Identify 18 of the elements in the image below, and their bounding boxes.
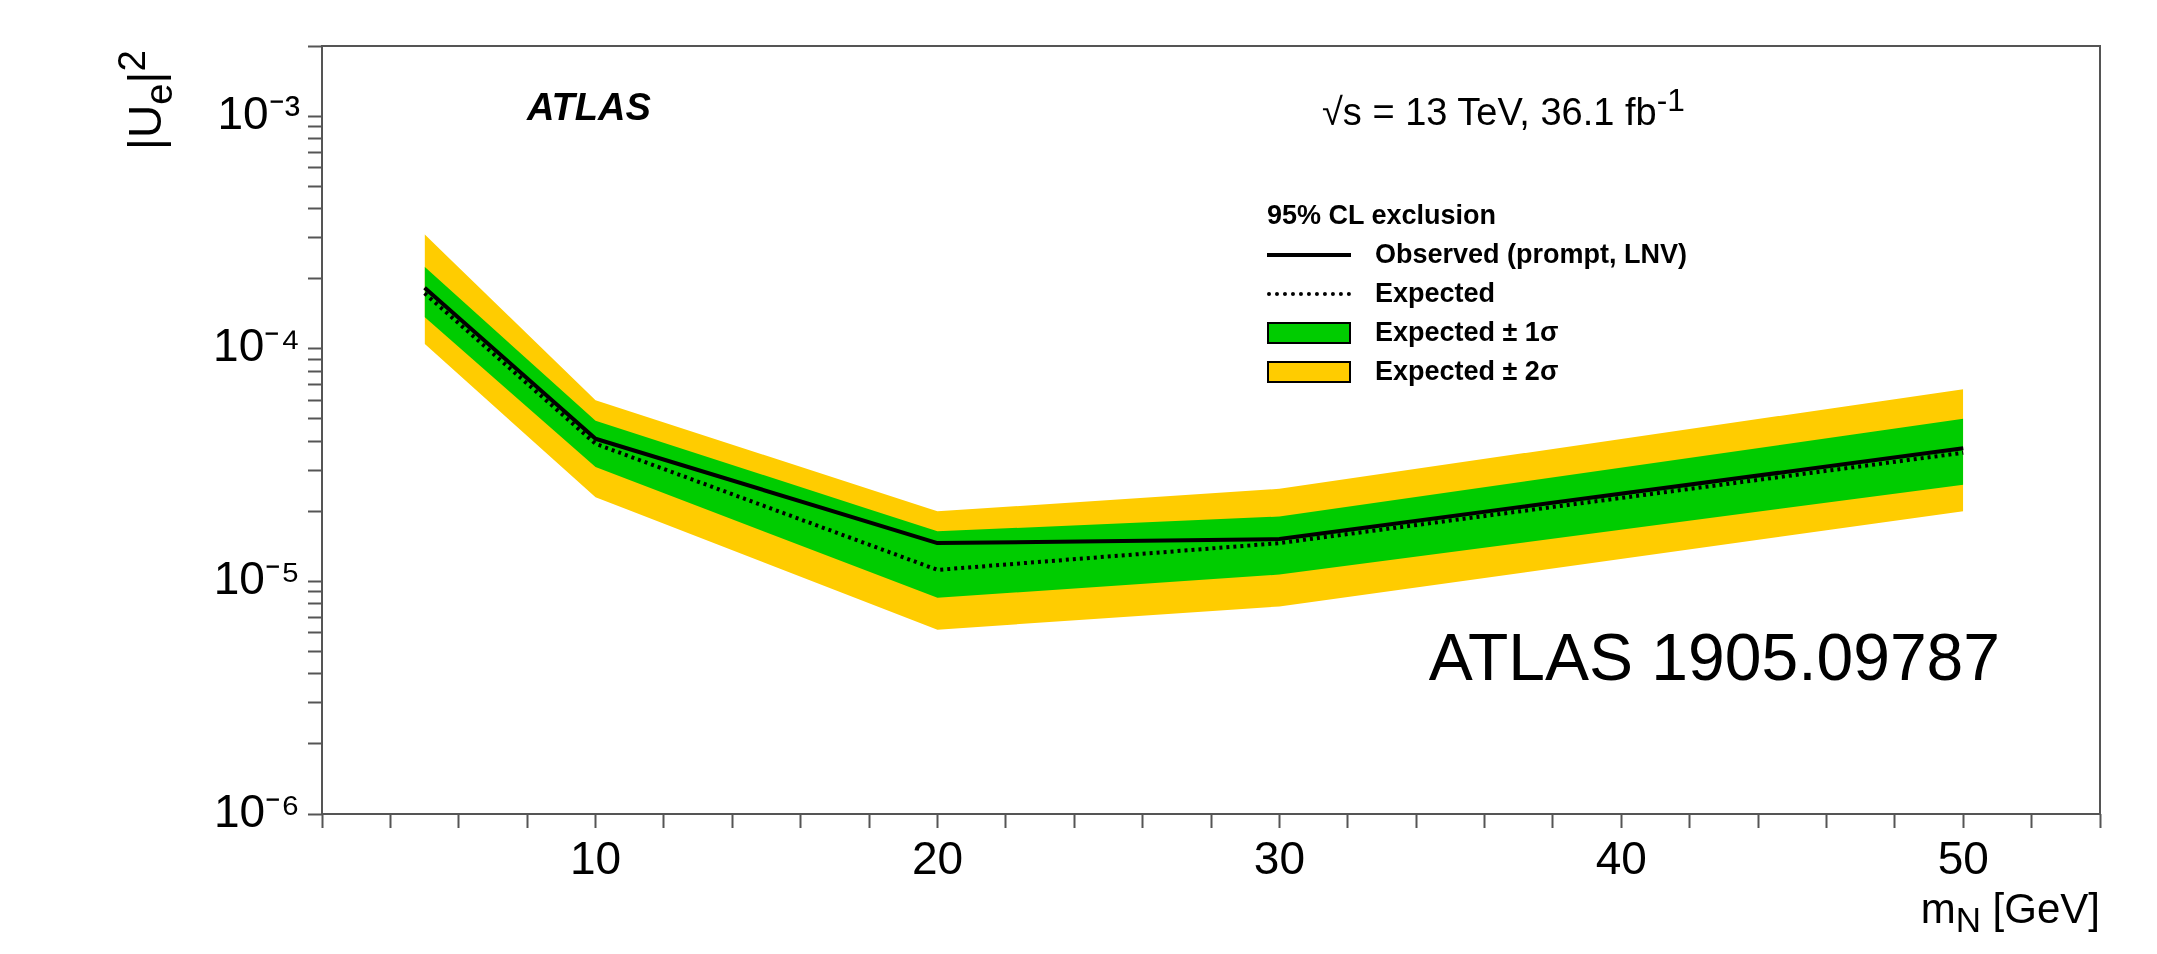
legend-title: 95% CL exclusion (1267, 199, 1498, 232)
y-tick-label: 10⁻⁴ (213, 319, 300, 372)
legend-label: Expected ± 1σ (1375, 316, 1559, 349)
x-axis-title: m$_{N}$ [GeV] (1920, 885, 2100, 941)
y-tick-label: 10⁻³ (217, 86, 300, 139)
x-tick-label: 40 (1595, 832, 1647, 885)
text: √s = 13 TeV, 36.1 fb$^{-1}$ (1322, 82, 1685, 134)
legend-label: Expected (1375, 277, 1496, 310)
y-tick-label: 10⁻⁶ (213, 784, 300, 837)
y-tick-label: 10⁻⁵ (213, 552, 300, 605)
annotation: ATLAS 1905.09787 (1428, 619, 2000, 695)
legend-label: Observed (prompt, LNV) (1375, 238, 1688, 271)
text: ATLAS (527, 86, 651, 129)
x-tick-label: 20 (911, 832, 964, 885)
x-tick-label: 50 (1937, 832, 1989, 885)
x-tick-label: 30 (1253, 832, 1305, 885)
legend-label: Expected ± 2σ (1375, 355, 1559, 388)
x-tick-label: 10 (569, 832, 622, 885)
